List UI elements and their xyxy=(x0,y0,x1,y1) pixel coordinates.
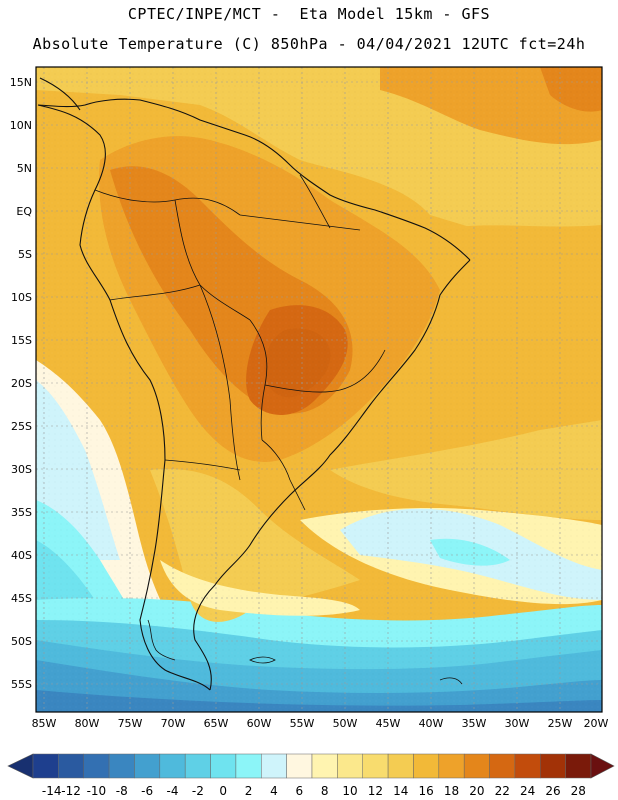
colorbar-label: -12 xyxy=(61,784,81,798)
graticule xyxy=(36,67,602,712)
latitude-labels: 15N 10N 5N EQ 5S 10S 15S 20S 25S 30S 35S… xyxy=(10,76,33,691)
colorbar-swatch xyxy=(463,753,490,779)
lat-label: 5N xyxy=(17,162,32,175)
lon-label: 40W xyxy=(419,717,444,730)
colorbar-label: 18 xyxy=(444,784,459,798)
islands xyxy=(147,619,463,685)
colorbar-swatch xyxy=(489,753,516,779)
colorbar-swatch xyxy=(540,753,566,779)
colorbar-swatch xyxy=(362,753,389,779)
colorbar: -14 -12 -10 -8 -6 -4 -2 0 2 4 6 8 10 12 14 16 18 20 22 24 26… xyxy=(7,753,615,798)
colorbar-swatch xyxy=(286,753,313,779)
colorbar-label: -10 xyxy=(87,784,107,798)
colorbar-label: 16 xyxy=(418,784,433,798)
colorbar-label: 14 xyxy=(393,784,408,798)
colorbar-label: -14 xyxy=(42,784,62,798)
colorbar-label: 0 xyxy=(219,784,227,798)
longitude-labels: 85W 80W 75W 70W 65W 60W 55W 50W 45W 40W … xyxy=(32,717,609,730)
colorbar-swatch xyxy=(210,753,237,779)
lon-label: 25W xyxy=(548,717,573,730)
title-line-2: Absolute Temperature (C) 850hPa - 04/04/… xyxy=(32,35,586,53)
lat-label: 15S xyxy=(11,334,32,347)
title-line-1: CPTEC/INPE/MCT - Eta Model 15km - GFS xyxy=(127,5,491,23)
lat-label: 35S xyxy=(11,506,32,519)
colorbar-swatch xyxy=(159,753,186,779)
colorbar-label: -4 xyxy=(167,784,179,798)
lat-label: 55S xyxy=(11,678,32,691)
colorbar-swatch xyxy=(337,753,363,779)
lon-label: 80W xyxy=(75,717,100,730)
colorbar-swatch xyxy=(184,753,211,779)
lat-label: 10N xyxy=(10,119,32,132)
lon-label: 65W xyxy=(204,717,229,730)
colorbar-swatch xyxy=(413,753,440,779)
colorbar-label: 26 xyxy=(545,784,560,798)
lat-label: 15N xyxy=(10,76,32,89)
colorbar-swatch xyxy=(235,753,262,779)
colorbar-label: 28 xyxy=(571,784,586,798)
lon-label: 55W xyxy=(290,717,315,730)
lat-label: 25S xyxy=(11,420,32,433)
lat-label: EQ xyxy=(16,205,32,218)
colorbar-label: 10 xyxy=(342,784,357,798)
colorbar-swatch xyxy=(565,753,592,779)
lat-label: 5S xyxy=(18,248,32,261)
colorbar-swatch xyxy=(58,753,84,779)
colorbar-swatch xyxy=(311,753,338,779)
temperature-field xyxy=(36,67,602,712)
lat-label: 40S xyxy=(11,549,32,562)
colorbar-label: 2 xyxy=(245,784,253,798)
country-borders xyxy=(94,174,386,511)
colorbar-right-arrow xyxy=(590,753,615,779)
lon-label: 20W xyxy=(584,717,609,730)
colorbar-label: 12 xyxy=(368,784,383,798)
lon-label: 75W xyxy=(118,717,143,730)
colorbar-swatch xyxy=(514,753,541,779)
lat-label: 10S xyxy=(11,291,32,304)
colorbar-swatch xyxy=(108,753,135,779)
lon-label: 45W xyxy=(376,717,401,730)
colorbar-label: 22 xyxy=(495,784,510,798)
colorbar-label: 24 xyxy=(520,784,535,798)
colorbar-label: 20 xyxy=(469,784,484,798)
colorbar-swatch xyxy=(438,753,465,779)
colorbar-label: -6 xyxy=(141,784,153,798)
lon-label: 85W xyxy=(32,717,57,730)
lat-label: 45S xyxy=(11,592,32,605)
colorbar-swatch xyxy=(32,753,59,779)
lat-label: 20S xyxy=(11,377,32,390)
lon-label: 70W xyxy=(161,717,186,730)
colorbar-label: -8 xyxy=(116,784,128,798)
colorbar-swatch xyxy=(134,753,161,779)
lat-label: 50S xyxy=(11,635,32,648)
lon-label: 60W xyxy=(247,717,272,730)
lon-label: 30W xyxy=(505,717,530,730)
lon-label: 35W xyxy=(462,717,487,730)
colorbar-label: 4 xyxy=(270,784,278,798)
colorbar-swatch xyxy=(387,753,414,779)
colorbar-label: -2 xyxy=(192,784,204,798)
colorbar-label: 8 xyxy=(321,784,329,798)
lat-label: 30S xyxy=(11,463,32,476)
colorbar-left-arrow xyxy=(7,753,34,779)
lon-label: 50W xyxy=(333,717,358,730)
colorbar-swatch xyxy=(261,753,287,779)
coastlines xyxy=(37,77,471,691)
map-frame xyxy=(35,66,603,713)
colorbar-swatch xyxy=(83,753,110,779)
colorbar-label: 6 xyxy=(295,784,303,798)
